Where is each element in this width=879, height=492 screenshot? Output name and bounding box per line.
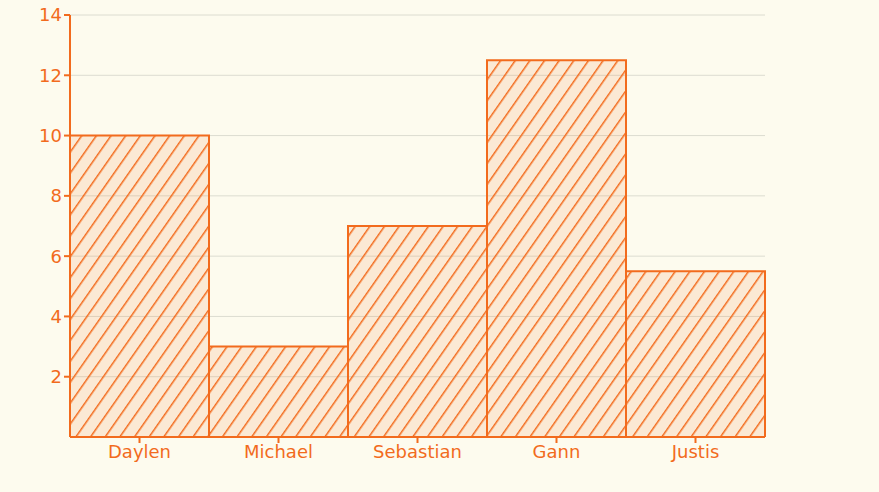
svg-text:4: 4: [51, 306, 62, 327]
svg-text:Gann: Gann: [533, 441, 581, 462]
svg-text:10: 10: [39, 125, 62, 146]
svg-text:12: 12: [39, 65, 62, 86]
svg-text:Daylen: Daylen: [108, 441, 171, 462]
svg-text:14: 14: [39, 4, 62, 25]
svg-text:Michael: Michael: [244, 441, 313, 462]
svg-text:2: 2: [51, 366, 62, 387]
svg-text:Sebastian: Sebastian: [373, 441, 462, 462]
svg-text:Justis: Justis: [671, 441, 720, 462]
svg-text:6: 6: [51, 246, 62, 267]
svg-text:8: 8: [51, 185, 62, 206]
